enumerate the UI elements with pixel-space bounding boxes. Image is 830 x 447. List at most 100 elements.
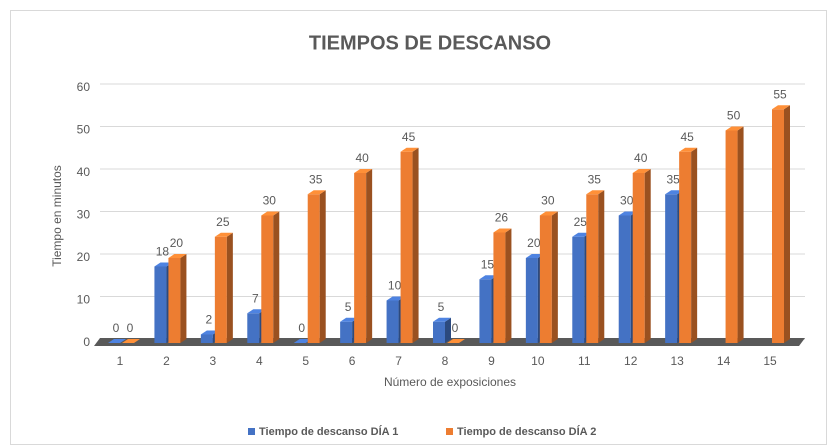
data-label: 2 [206,313,213,327]
bar-face [214,232,233,237]
bar-face [200,330,219,335]
data-label: 5 [438,300,445,314]
bar-face [307,190,326,195]
legend-swatch [446,428,453,435]
bar-face [445,317,451,343]
y-tick-label: 20 [77,250,91,264]
bar [725,126,744,343]
bar-face [447,339,465,343]
bar-face [479,279,492,343]
data-label: 35 [588,172,602,186]
x-tick-label: 7 [395,354,402,368]
data-label: 20 [170,236,184,250]
bar-face [784,105,790,343]
bar-face [505,228,512,343]
y-tick-label: 0 [83,335,90,349]
data-label: 55 [773,87,787,101]
bar-face [539,215,552,343]
data-label: 7 [252,291,259,305]
bar-face [386,300,399,343]
data-label: 25 [216,215,230,229]
bar-face [433,317,451,322]
x-tick-label: 15 [763,354,777,368]
y-tick-label: 40 [77,165,91,179]
bar [772,105,790,343]
y-tick-label: 60 [77,80,91,94]
bar-face [261,215,274,343]
bar-face [598,190,605,343]
bar-face [340,317,359,322]
bar-face [737,126,744,343]
data-label: 45 [680,130,694,144]
legend-label: Tiempo de descanso DÍA 2 [457,425,596,438]
bar [400,147,419,343]
x-tick-label: 4 [256,354,263,368]
bar-face [665,194,678,343]
data-label: 26 [495,211,509,225]
data-label: 0 [113,321,120,335]
bar-face [214,236,227,343]
bar-face [665,190,684,195]
bar-face [572,236,585,343]
bar-face [725,126,744,131]
bar-face [247,313,260,343]
bar-face [386,296,405,301]
y-axis-label: Tiempo en minutos [50,165,64,267]
bar [293,339,312,343]
data-label: 10 [388,279,402,293]
bar [586,190,605,343]
x-axis-label: Número de exposiciones [384,375,516,389]
bar-face [366,169,373,343]
bar [261,211,280,343]
bar-face [261,211,280,216]
bar-face [412,147,419,343]
bar-face [644,169,651,343]
bar-face [108,339,126,343]
bar-face [586,190,605,195]
bar-face [679,147,698,152]
bar-face [122,339,140,343]
bar [307,190,326,343]
data-label: 50 [727,109,741,123]
data-label: 0 [298,321,305,335]
bar-face [551,211,558,343]
bar-face [400,147,419,152]
data-label: 5 [345,300,352,314]
bar [493,228,512,343]
bar-face [632,169,651,173]
data-label: 0 [127,321,134,335]
bar-face [772,105,790,110]
bar-face [154,266,167,343]
bar-face [493,232,506,343]
bar [168,254,187,343]
data-label: 30 [620,194,634,208]
bar-face [586,194,599,343]
y-tick-label: 10 [77,293,91,307]
data-label: 35 [309,172,323,186]
bar-face [618,211,637,216]
bar-face [618,215,631,343]
bar [539,211,558,343]
bar-face [725,130,738,343]
bar-face [525,258,538,343]
bar [433,317,451,343]
bar [108,339,126,343]
bar-face [525,254,544,258]
data-label: 35 [666,172,680,186]
x-tick-label: 11 [578,354,591,368]
x-tick-label: 6 [349,354,356,368]
data-label: 20 [527,236,541,250]
x-tick-label: 1 [117,354,124,368]
x-tick-label: 10 [531,354,545,368]
x-tick-label: 9 [488,354,495,368]
data-label: 40 [355,151,369,165]
bar [354,169,373,343]
bar [632,169,651,343]
bar-face [772,109,784,343]
bar-face [354,173,367,343]
x-tick-label: 3 [210,354,217,368]
chart-title: TIEMPOS DE DESCANSO [309,32,551,54]
bar-face [572,232,591,237]
bar-face [340,321,353,343]
